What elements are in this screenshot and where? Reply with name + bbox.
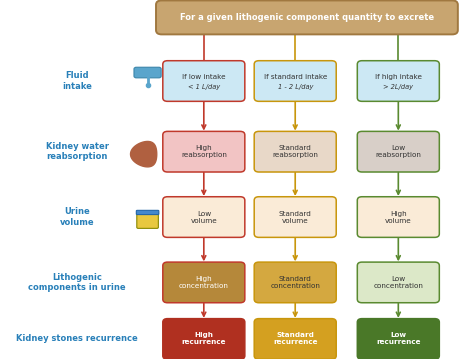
Text: For a given lithogenic component quantity to excrete: For a given lithogenic component quantit… [180, 13, 434, 22]
Text: Fluid
intake: Fluid intake [63, 71, 92, 91]
Text: High
recurrence: High recurrence [182, 332, 226, 345]
Text: High
volume: High volume [385, 210, 412, 224]
Text: Kidney stones recurrence: Kidney stones recurrence [17, 335, 138, 344]
Text: > 2L/day: > 2L/day [383, 84, 413, 90]
FancyBboxPatch shape [357, 131, 439, 172]
Text: Low
volume: Low volume [191, 210, 217, 224]
FancyBboxPatch shape [254, 319, 336, 359]
FancyBboxPatch shape [163, 262, 245, 303]
FancyBboxPatch shape [357, 319, 439, 359]
Polygon shape [130, 141, 157, 167]
FancyBboxPatch shape [134, 67, 161, 78]
FancyBboxPatch shape [357, 262, 439, 303]
FancyBboxPatch shape [156, 0, 458, 34]
FancyBboxPatch shape [357, 197, 439, 237]
Text: Urine
volume: Urine volume [60, 208, 95, 227]
Text: If low intake: If low intake [182, 74, 226, 80]
Text: Standard
volume: Standard volume [279, 210, 311, 224]
Text: Low
concentration: Low concentration [374, 276, 423, 289]
Text: High
reabsorption: High reabsorption [181, 145, 227, 158]
FancyBboxPatch shape [163, 197, 245, 237]
FancyBboxPatch shape [137, 210, 159, 215]
FancyBboxPatch shape [137, 212, 158, 228]
Text: Low
reabsorption: Low reabsorption [375, 145, 421, 158]
FancyBboxPatch shape [254, 262, 336, 303]
Text: Kidney water
reabsorption: Kidney water reabsorption [46, 142, 109, 162]
FancyBboxPatch shape [163, 319, 245, 359]
FancyBboxPatch shape [254, 197, 336, 237]
Text: Standard
recurrence: Standard recurrence [273, 332, 318, 345]
FancyBboxPatch shape [254, 61, 336, 101]
Text: If high intake: If high intake [375, 74, 422, 80]
FancyBboxPatch shape [163, 131, 245, 172]
Text: 1 - 2 L/day: 1 - 2 L/day [277, 84, 313, 90]
Text: Standard
reabsorption: Standard reabsorption [272, 145, 318, 158]
FancyBboxPatch shape [254, 131, 336, 172]
Text: Lithogenic
components in urine: Lithogenic components in urine [28, 273, 126, 292]
Text: If standard intake: If standard intake [264, 74, 327, 80]
FancyBboxPatch shape [357, 61, 439, 101]
Text: < 1 L/day: < 1 L/day [188, 84, 220, 90]
Text: High
concentration: High concentration [179, 276, 229, 289]
Text: Low
recurrence: Low recurrence [376, 332, 420, 345]
Text: Standard
concentration: Standard concentration [270, 276, 320, 289]
FancyBboxPatch shape [163, 61, 245, 101]
